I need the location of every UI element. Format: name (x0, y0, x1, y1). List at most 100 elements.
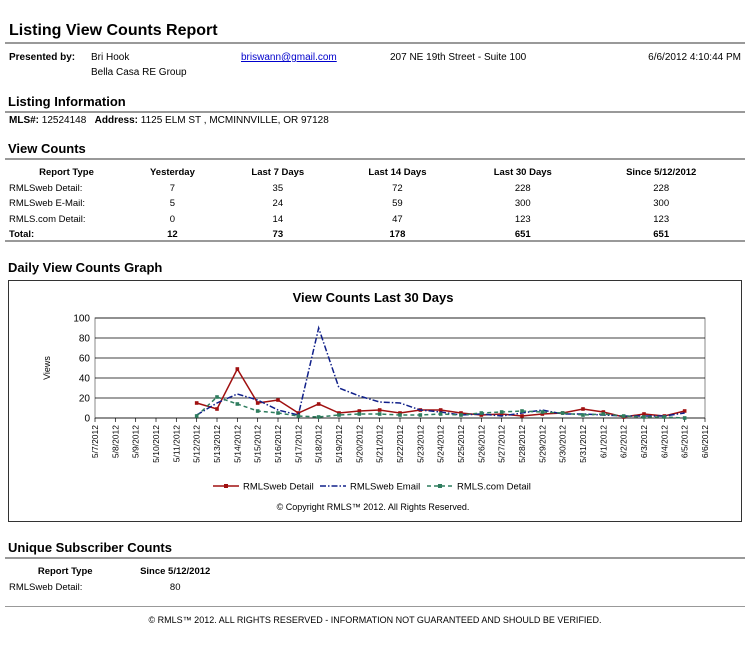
x-tick-label: 5/11/2012 (171, 425, 181, 462)
listing-line: MLS#: 12524148 Address: 1125 ELM ST , MC… (9, 115, 329, 126)
x-tick-label: 5/25/2012 (456, 425, 466, 463)
data-point (682, 409, 687, 413)
data-point (520, 414, 524, 418)
x-tick-label: 5/14/2012 (232, 425, 242, 463)
data-point (377, 412, 382, 416)
divider (5, 42, 745, 44)
cell-value: 72 (392, 182, 403, 194)
data-point (540, 412, 545, 416)
cell-value: 14 (272, 213, 284, 225)
column-header: Report Type (39, 167, 94, 179)
column-header: Since 5/12/2012 (140, 566, 211, 578)
y-tick-label: 80 (79, 334, 91, 345)
mls-number: 12524148 (41, 115, 87, 126)
chart-title: View Counts Last 30 Days (293, 290, 454, 305)
cell-value: 59 (392, 198, 403, 210)
y-tick-label: 60 (79, 354, 91, 365)
y-tick-label: 20 (79, 394, 91, 405)
data-point (276, 398, 280, 402)
x-tick-label: 5/9/2012 (131, 425, 141, 458)
y-tick-label: 0 (84, 414, 90, 425)
x-tick-label: 6/6/2012 (700, 425, 710, 458)
data-point (276, 411, 280, 415)
divider (5, 240, 745, 242)
data-point (459, 411, 463, 415)
x-tick-label: 5/20/2012 (354, 425, 364, 463)
cell-value: 12 (167, 229, 178, 241)
data-point (255, 401, 260, 405)
x-tick-label: 5/28/2012 (517, 425, 527, 463)
header-row: Report Type Yesterday Last 7 Days Last 14 D… (9, 165, 737, 181)
data-point (316, 402, 321, 406)
cell-value: 47 (392, 213, 403, 225)
data-point (398, 413, 402, 417)
column-header: Report Type (37, 566, 93, 578)
total-row: Total: 12 73 178 651 651 (9, 227, 737, 243)
divider (5, 111, 745, 113)
email-link[interactable]: briswann@gmail.com (241, 52, 337, 63)
x-tick-label: 5/24/2012 (436, 425, 446, 463)
x-tick-label: 6/2/2012 (619, 425, 629, 458)
y-axis-label: Views (42, 356, 52, 380)
label: Address: (94, 115, 138, 126)
office: Bella Casa RE Group (91, 67, 187, 78)
data-point (581, 413, 585, 417)
view-counts-table: Report Type Yesterday Last 7 Days Last 14 D… (9, 165, 737, 243)
data-point (398, 411, 402, 415)
x-tick-label: 5/19/2012 (334, 425, 344, 463)
x-tick-label: 5/13/2012 (212, 425, 222, 463)
divider (5, 557, 745, 559)
label: Presented by: (9, 52, 76, 63)
footer: © RMLS™ 2012. ALL RIGHTS RESERVED - INFO… (148, 615, 602, 625)
y-tick-label: 100 (73, 314, 90, 325)
x-tick-label: 5/23/2012 (415, 425, 425, 463)
data-point (194, 401, 199, 405)
row-label: Total: (9, 229, 35, 241)
data-point (438, 408, 443, 412)
legend-marker (224, 484, 228, 488)
x-tick-label: 5/18/2012 (314, 425, 324, 463)
table-row: RMLS.com Detail: 0 14 47 123 123 (9, 212, 737, 228)
cell-value: 300 (514, 198, 531, 210)
cell-value: 5 (169, 198, 176, 210)
data-point (235, 402, 240, 406)
data-point (337, 411, 341, 415)
data-point (642, 415, 646, 419)
data-point (194, 414, 199, 418)
divider (5, 606, 745, 607)
cell-value: 7 (169, 182, 176, 194)
cell-value: 228 (653, 182, 670, 194)
x-tick-label: 5/16/2012 (273, 425, 283, 463)
column-header: Last 14 Days (368, 167, 427, 179)
legend-label: RMLS.com Detail (457, 482, 531, 493)
x-tick-label: 6/3/2012 (639, 425, 649, 458)
x-tick-label: 5/21/2012 (375, 425, 385, 463)
label: MLS#: (9, 115, 39, 126)
x-tick-label: 5/7/2012 (90, 425, 100, 458)
cell-value: 80 (169, 581, 181, 593)
data-point (499, 410, 504, 414)
cell-value: 228 (514, 182, 531, 194)
data-point (581, 407, 585, 411)
data-point (418, 413, 423, 417)
x-tick-label: 5/12/2012 (192, 425, 202, 463)
data-point (520, 409, 524, 413)
column-header: Since 5/12/2012 (626, 167, 697, 179)
data-point (459, 413, 463, 417)
office-address: 207 NE 19th Street - Suite 100 (390, 52, 527, 63)
data-point (357, 409, 362, 413)
x-tick-label: 5/10/2012 (151, 425, 161, 463)
data-point (621, 414, 626, 418)
table-row: RMLSweb E-Mail: 5 24 59 300 300 (9, 196, 737, 212)
cell-value: 73 (272, 229, 284, 241)
x-tick-label: 5/15/2012 (253, 425, 263, 463)
data-point (479, 411, 484, 415)
data-point (682, 416, 687, 420)
table-row: RMLSweb Detail: 80 (9, 580, 229, 596)
report-title: Listing View Counts Report (9, 22, 218, 39)
cell-value: 651 (514, 229, 531, 241)
data-point (215, 407, 219, 411)
section-heading: View Counts (8, 141, 86, 156)
row-label: RMLSweb E-Mail: (9, 198, 86, 210)
data-point (296, 414, 301, 418)
